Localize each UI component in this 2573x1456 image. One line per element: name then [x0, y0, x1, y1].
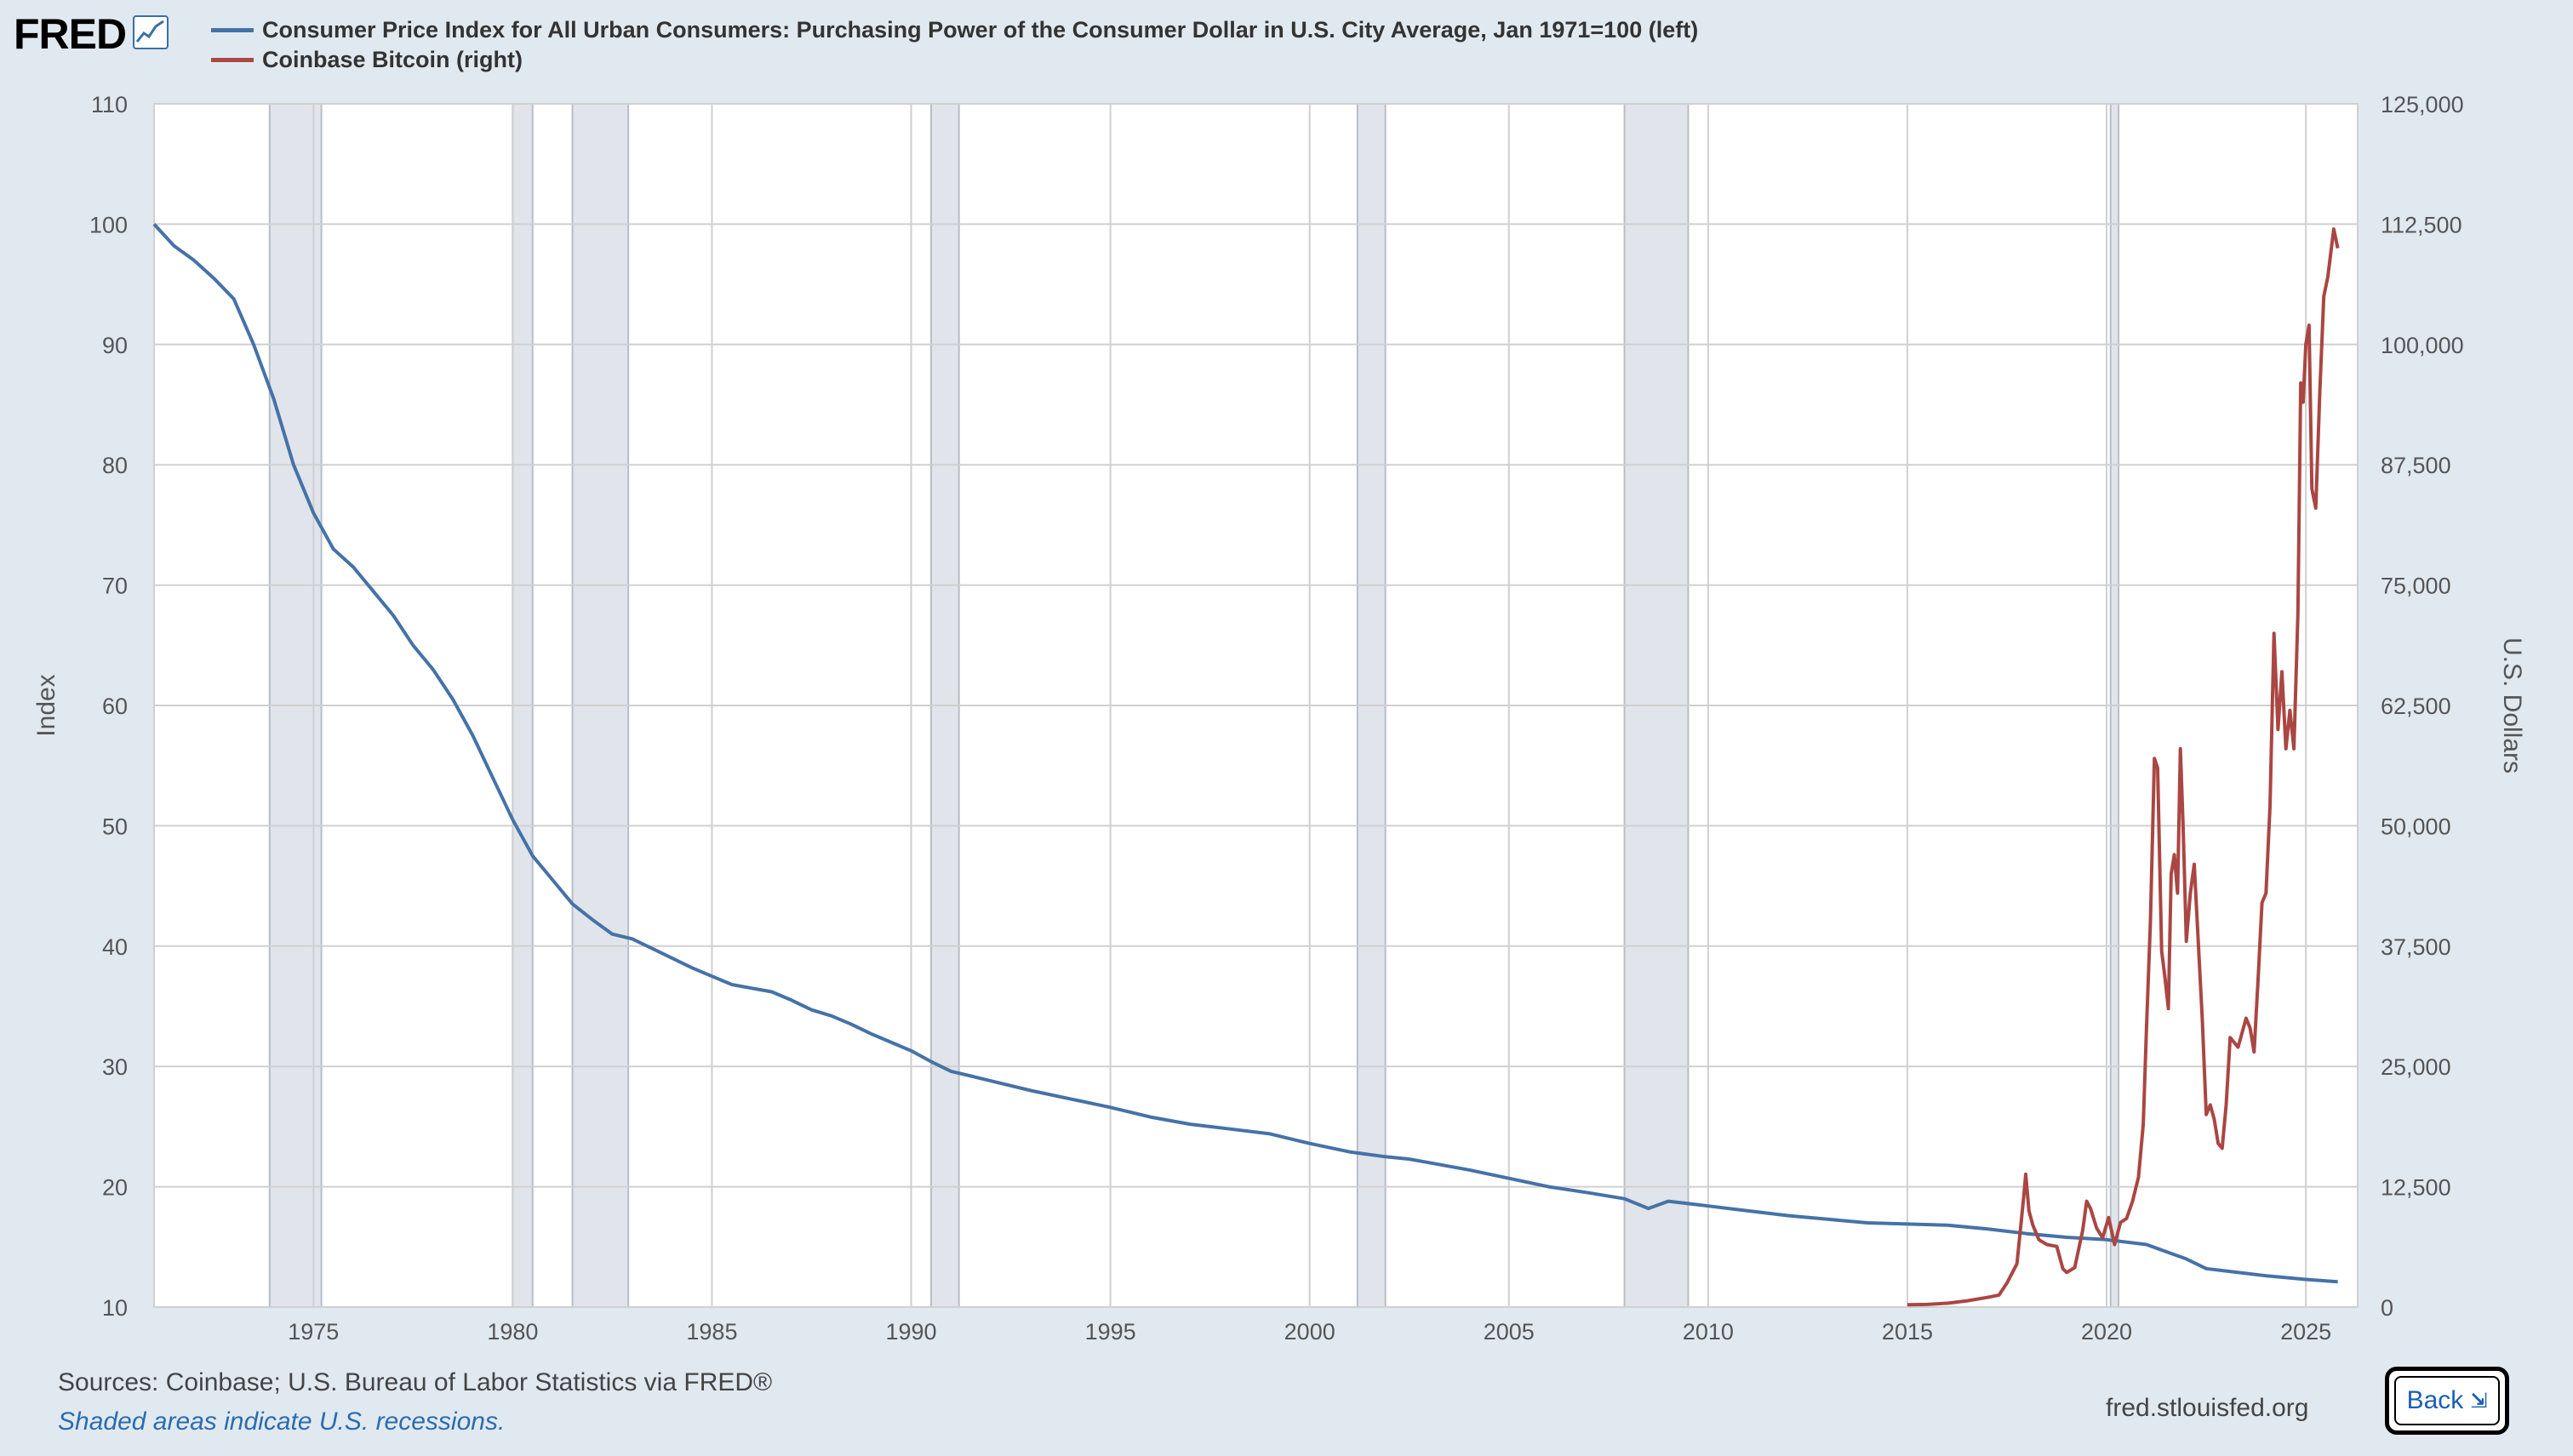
- legend-item-bitcoin[interactable]: Coinbase Bitcoin (right): [211, 45, 1698, 75]
- x-tick-label: 2025: [2280, 1319, 2331, 1345]
- series-line-bitcoin: [1907, 227, 2340, 1307]
- y-left-tick-label: 60: [102, 694, 128, 719]
- y-right-axis-title: U.S. Dollars: [2498, 637, 2526, 774]
- back-button[interactable]: Back ⇲: [2385, 1367, 2509, 1435]
- header: FRED Consumer Price Index for All Urban …: [0, 0, 2573, 85]
- y-left-tick-label: 10: [102, 1295, 128, 1321]
- plot-border: [153, 103, 2359, 1308]
- x-tick-label: 1985: [686, 1319, 737, 1345]
- line-chart: 10 20 30 40 50 60 70 80 90 100 110 0 12,500 25,000 37,…: [32, 92, 2526, 1345]
- y-left-tick-label: 90: [102, 333, 128, 358]
- y-right-tick-label: 37,500: [2381, 934, 2451, 960]
- y-right-tick-label: 87,500: [2381, 453, 2451, 478]
- sources-note: Sources: Coinbase; U.S. Bureau of Labor …: [58, 1368, 773, 1396]
- y-left-tick-label: 30: [102, 1054, 128, 1080]
- x-tick-label: 2010: [1683, 1319, 1734, 1345]
- legend-swatch-cpi: [211, 28, 254, 32]
- fred-logo-link[interactable]: FRED: [14, 9, 169, 60]
- x-tick-label: 2015: [1882, 1319, 1933, 1345]
- y-left-tick-label: 110: [91, 92, 128, 117]
- x-tick-label: 1990: [885, 1319, 936, 1345]
- fred-logo: FRED: [14, 10, 127, 58]
- chart-line-icon: [133, 15, 169, 49]
- legend: Consumer Price Index for All Urban Consu…: [211, 15, 1698, 75]
- y-left-axis-title: Index: [32, 674, 60, 736]
- y-right-tick-label: 50,000: [2381, 814, 2451, 839]
- x-tick-label: 1980: [487, 1319, 538, 1345]
- y-right-tick-label: 25,000: [2381, 1054, 2451, 1080]
- y-right-tick-label: 125,000: [2381, 92, 2464, 117]
- y-right-tick-label: 0: [2381, 1295, 2393, 1321]
- y-right-tick-label: 12,500: [2381, 1175, 2451, 1201]
- legend-label-cpi: Consumer Price Index for All Urban Consu…: [262, 17, 1699, 43]
- y-left-tick-label: 40: [102, 934, 128, 960]
- back-button-label: Back: [2406, 1386, 2464, 1414]
- back-button-inner: Back ⇲: [2394, 1376, 2500, 1425]
- x-tick-label: 1975: [288, 1319, 339, 1345]
- y-right-tick-label: 112,500: [2381, 212, 2462, 237]
- recession-note: Shaded areas indicate U.S. recessions.: [58, 1407, 506, 1436]
- series-line-cpi: [152, 223, 2338, 1284]
- legend-swatch-bitcoin: [211, 58, 254, 62]
- y-left-tick-label: 100: [89, 212, 128, 237]
- collapse-icon: ⇲: [2470, 1389, 2488, 1413]
- y-left-tick-label: 70: [102, 574, 128, 599]
- y-left-tick-label: 50: [102, 814, 128, 839]
- y-right-tick-label: 62,500: [2381, 694, 2451, 719]
- site-url: fred.stlouisfed.org: [2106, 1394, 2309, 1422]
- y-right-tick-label: 100,000: [2381, 333, 2464, 358]
- legend-label-bitcoin: Coinbase Bitcoin (right): [262, 47, 523, 72]
- y-left-tick-label: 20: [102, 1175, 128, 1201]
- y-left-tick-label: 80: [102, 453, 128, 478]
- x-tick-label: 1995: [1085, 1319, 1136, 1345]
- legend-item-cpi[interactable]: Consumer Price Index for All Urban Consu…: [211, 15, 1698, 45]
- x-tick-label: 2020: [2081, 1319, 2132, 1345]
- y-right-tick-label: 75,000: [2381, 574, 2451, 599]
- x-tick-label: 2005: [1484, 1319, 1535, 1345]
- x-tick-label: 2000: [1284, 1319, 1335, 1345]
